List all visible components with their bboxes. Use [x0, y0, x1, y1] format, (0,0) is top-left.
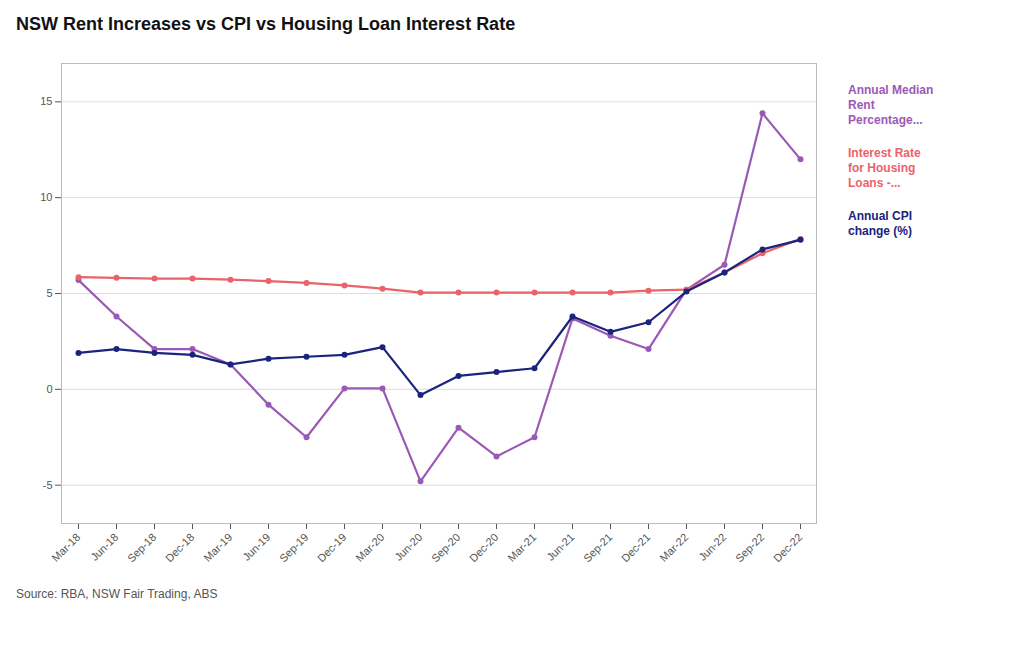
svg-text:Jun-22: Jun-22	[696, 531, 728, 563]
svg-text:Dec-20: Dec-20	[467, 531, 501, 565]
svg-text:Sep-21: Sep-21	[581, 531, 615, 565]
svg-text:Mar-20: Mar-20	[353, 531, 386, 564]
svg-text:-5: -5	[43, 479, 53, 491]
html-text:Interest Rate for Housing Loan: Interest Rate for Housing Loans -...	[848, 146, 921, 190]
html-text:NSW Rent Increases vs CPI vs H: NSW Rent Increases vs CPI vs Housing Loa…	[16, 14, 516, 34]
html-text:Source: RBA, NSW Fair Trading,: Source: RBA, NSW Fair Trading, ABS	[16, 587, 218, 601]
svg-text:Dec-22: Dec-22	[771, 531, 805, 565]
svg-text:Jun-19: Jun-19	[240, 531, 272, 563]
svg-text:Jun-21: Jun-21	[544, 531, 576, 563]
svg-text:Sep-18: Sep-18	[125, 531, 159, 565]
svg-text:Mar-21: Mar-21	[505, 531, 538, 564]
svg-text:5: 5	[46, 287, 52, 299]
svg-text:Jun-20: Jun-20	[392, 531, 424, 563]
svg-text:Mar-18: Mar-18	[49, 531, 82, 564]
svg-text:Dec-19: Dec-19	[315, 531, 349, 565]
svg-text:0: 0	[46, 383, 52, 395]
html-text:Annual CPI change (%): Annual CPI change (%)	[848, 209, 912, 238]
svg-text:Sep-20: Sep-20	[429, 531, 463, 565]
html-text:Annual Median Rent Percentage.: Annual Median Rent Percentage...	[848, 83, 934, 127]
svg-text:Dec-21: Dec-21	[619, 531, 653, 565]
svg-text:Sep-22: Sep-22	[733, 531, 767, 565]
svg-text:10: 10	[40, 191, 52, 203]
svg-text:Mar-22: Mar-22	[657, 531, 690, 564]
svg-text:Mar-19: Mar-19	[201, 531, 234, 564]
svg-text:Dec-18: Dec-18	[163, 531, 197, 565]
svg-text:Sep-19: Sep-19	[277, 531, 311, 565]
svg-text:Jun-18: Jun-18	[88, 531, 120, 563]
svg-text:15: 15	[40, 95, 52, 107]
